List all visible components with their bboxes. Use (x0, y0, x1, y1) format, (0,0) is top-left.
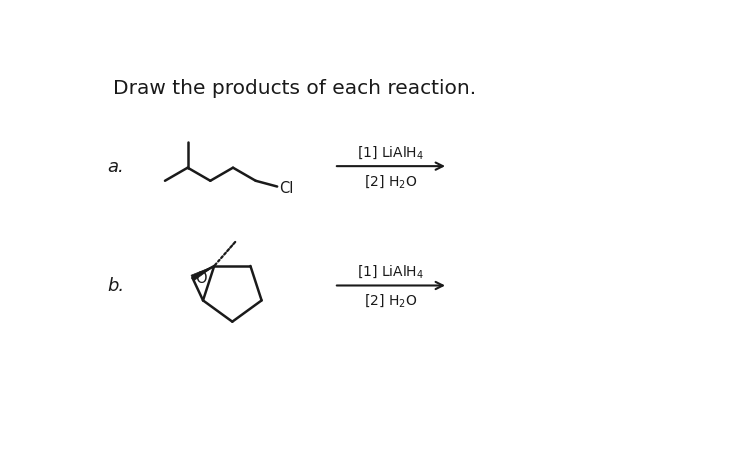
Text: Cl: Cl (279, 180, 294, 195)
Text: [1] LiAlH$_4$: [1] LiAlH$_4$ (357, 263, 425, 280)
Text: O: O (196, 271, 207, 286)
Text: [2] H$_2$O: [2] H$_2$O (365, 292, 417, 309)
Text: b.: b. (107, 277, 125, 295)
Text: Draw the products of each reaction.: Draw the products of each reaction. (113, 78, 476, 97)
Text: a.: a. (107, 158, 124, 176)
Text: [2] H$_2$O: [2] H$_2$O (365, 173, 417, 190)
Polygon shape (191, 266, 214, 281)
Text: [1] LiAlH$_4$: [1] LiAlH$_4$ (357, 144, 425, 161)
